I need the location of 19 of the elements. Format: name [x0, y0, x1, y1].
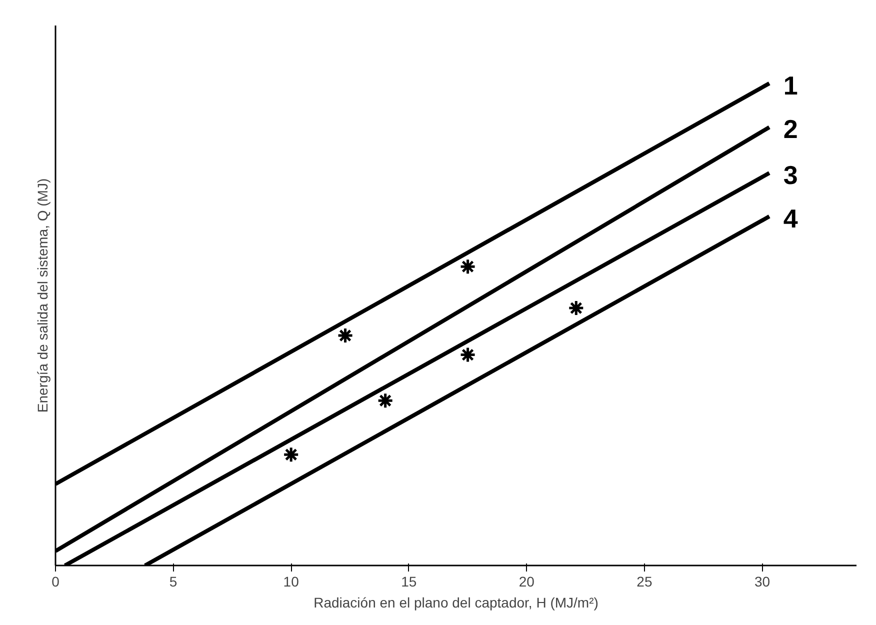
x-tick-label: 30 — [754, 574, 770, 590]
point — [337, 327, 354, 344]
series-label: 3 — [783, 160, 798, 190]
series-label: 4 — [783, 203, 798, 234]
point — [460, 258, 476, 275]
x-tick-label: 15 — [401, 574, 417, 590]
point — [282, 446, 300, 463]
x-tick-label: 5 — [169, 574, 178, 590]
x-axis-title: Radiación en el plano del captador, H (MJ/m²) — [314, 594, 598, 610]
x-tick-label: 0 — [52, 574, 60, 590]
x-tick-label: 20 — [518, 574, 535, 590]
point — [377, 392, 394, 409]
point — [568, 300, 584, 316]
series-label: 1 — [783, 70, 798, 100]
x-tick-label: 10 — [283, 574, 300, 590]
x-tick-label: 25 — [636, 574, 652, 590]
point — [460, 346, 476, 364]
series-label: 2 — [783, 114, 798, 144]
y-axis-title: Energía de salida del sistema, Q (MJ) — [34, 178, 50, 413]
